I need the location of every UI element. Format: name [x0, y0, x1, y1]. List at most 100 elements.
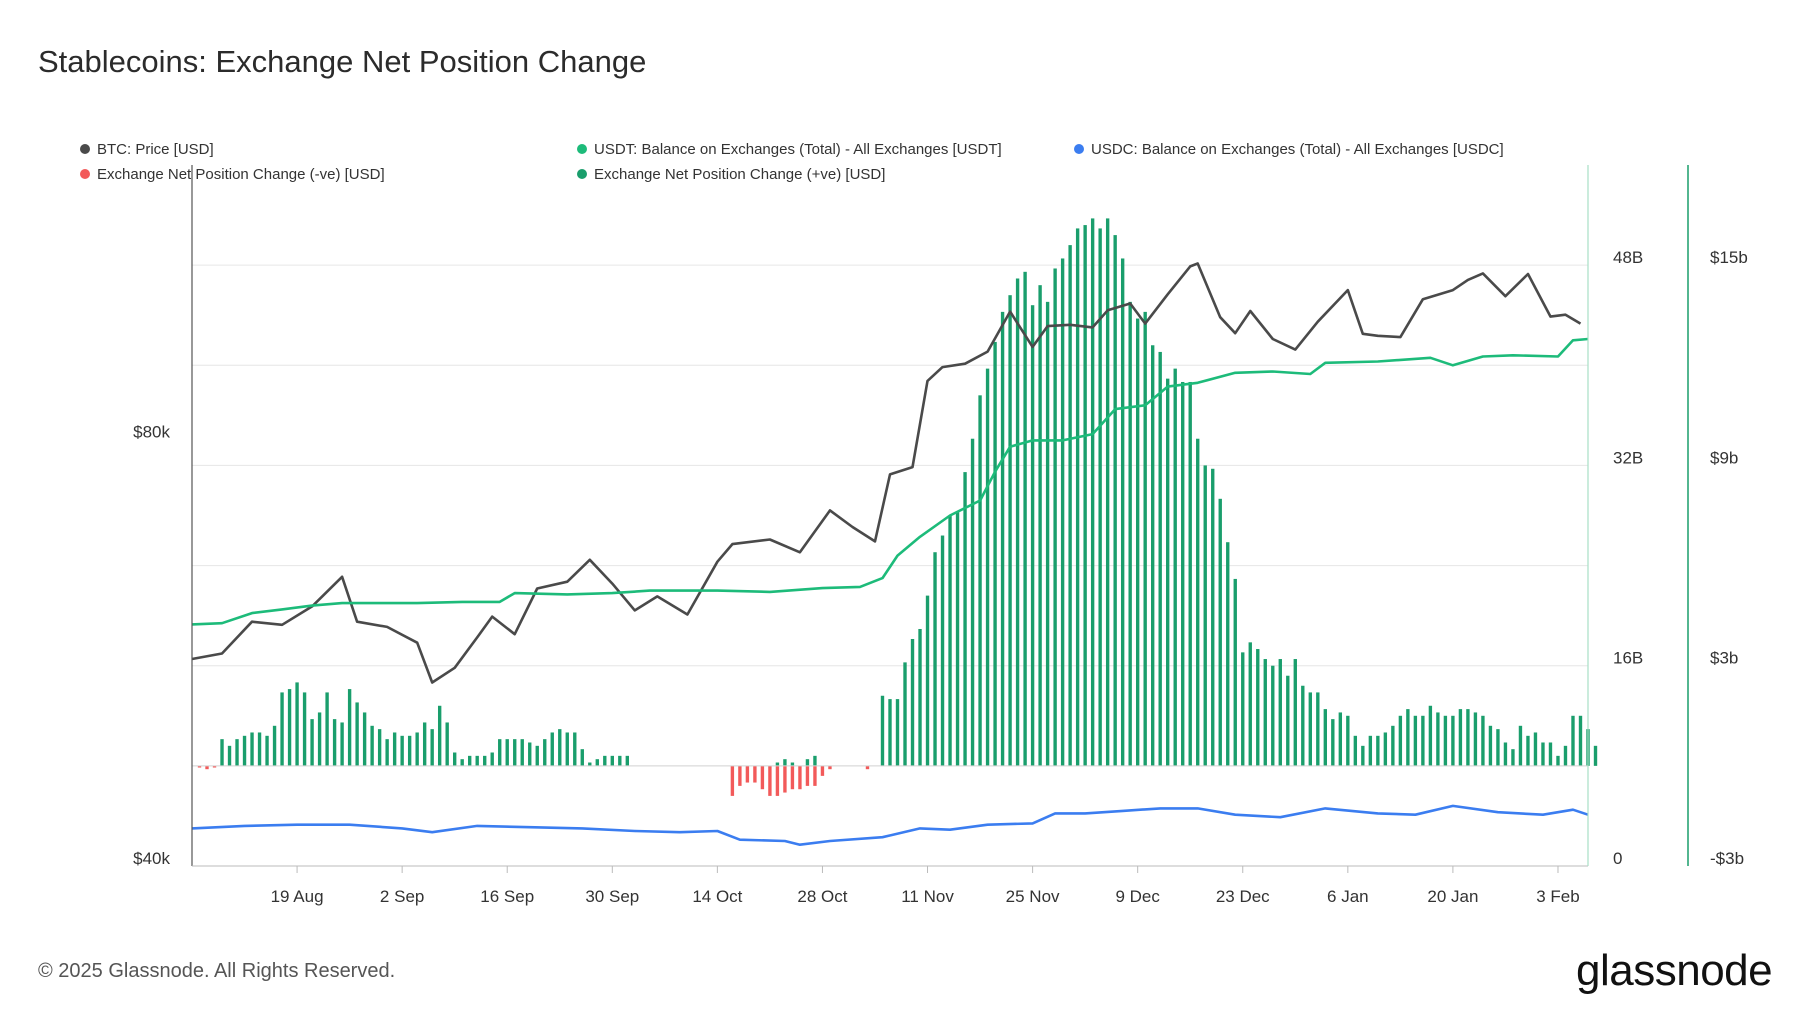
bar-positive	[242, 735, 247, 766]
bar-positive	[452, 752, 457, 766]
bar-positive	[1376, 735, 1380, 766]
legend-item-usdt-balance[interactable]: USDT: Balance on Exchanges (Total) - All…	[577, 141, 1002, 158]
bar-positive	[1466, 709, 1470, 766]
legend-dot-icon	[80, 169, 90, 179]
bar-positive	[1083, 225, 1087, 766]
bar-positive	[1526, 735, 1530, 766]
bar-negative	[212, 765, 217, 768]
bar-positive	[1248, 642, 1252, 766]
bar-positive	[1301, 685, 1305, 766]
x-tick-label: 14 Oct	[692, 887, 742, 906]
y-tick-label-net-position: -$3b	[1710, 849, 1744, 868]
bar-positive	[805, 759, 810, 766]
bar-positive	[1398, 715, 1403, 766]
bar-positive	[257, 732, 262, 766]
bar-positive	[400, 735, 404, 766]
bar-positive	[1181, 381, 1185, 766]
bar-positive	[1098, 228, 1102, 766]
bar-positive	[1368, 735, 1373, 766]
bar-negative	[790, 765, 795, 790]
bar-positive	[1511, 749, 1515, 766]
bar-positive	[573, 732, 577, 766]
bar-positive	[1038, 285, 1042, 766]
bar-positive	[535, 745, 539, 766]
bar-positive	[520, 739, 524, 766]
x-tick-label: 23 Dec	[1216, 887, 1270, 906]
bar-positive	[1391, 725, 1395, 766]
bar-positive	[970, 438, 975, 766]
bar-positive	[625, 755, 630, 766]
bar-positive	[1090, 218, 1095, 766]
bar-positive	[490, 752, 494, 766]
series-lines	[191, 262, 1589, 846]
bar-positive	[1488, 725, 1493, 766]
bar-positive	[1211, 468, 1215, 766]
bar-positive	[513, 739, 517, 766]
bar-positive	[1563, 745, 1568, 766]
bar-negative	[805, 765, 810, 786]
bar-positive	[287, 689, 292, 766]
bar-positive	[265, 735, 269, 766]
bar-positive	[1030, 305, 1035, 766]
legend-dot-icon	[80, 144, 90, 154]
x-tick-label: 6 Jan	[1327, 887, 1369, 906]
bar-negative	[820, 765, 825, 776]
x-tick-label: 30 Sep	[585, 887, 639, 906]
bar-positive	[1233, 578, 1237, 766]
bar-positive	[1458, 709, 1463, 766]
bar-positive	[505, 739, 509, 766]
bar-positive	[1068, 245, 1072, 766]
legend-dot-icon	[577, 169, 587, 179]
bar-positive	[377, 729, 382, 766]
bar-positive	[610, 755, 614, 766]
bar-positive	[1271, 665, 1275, 766]
bar-positive	[1226, 542, 1230, 766]
bar-negative	[828, 765, 832, 770]
bar-negative	[205, 765, 209, 770]
bar-positive	[603, 755, 607, 766]
bar-positive	[1023, 271, 1027, 766]
bar-positive	[1593, 745, 1598, 766]
bar-positive	[1045, 301, 1050, 766]
bar-positive	[498, 739, 502, 766]
bar-positive	[1533, 732, 1538, 766]
bar-negative	[813, 765, 817, 786]
copyright-text: © 2025 Glassnode. All Rights Reserved.	[38, 960, 396, 982]
bar-positive	[1196, 438, 1200, 766]
net-position-bars	[192, 218, 1598, 796]
bar-positive	[1135, 318, 1140, 766]
bar-positive	[1263, 659, 1267, 766]
bar-positive	[1293, 659, 1297, 766]
chart-canvas[interactable]: $40k $80k 0 16B 32B 48B -$3b $3b $9b $15b 19 Aug 2 …	[0, 0, 1800, 940]
bar-positive	[1286, 675, 1290, 766]
bar-positive	[1346, 715, 1350, 766]
legend-item-net-position-negative[interactable]: Exchange Net Position Change (-ve) [USD]	[80, 166, 385, 183]
usdc-balance-line	[191, 804, 1589, 846]
bar-positive	[550, 732, 554, 766]
bar-positive	[783, 759, 787, 766]
bar-negative	[745, 765, 750, 783]
bar-positive	[385, 739, 389, 766]
bar-negative	[738, 765, 742, 786]
bar-positive	[220, 739, 224, 766]
bar-positive	[955, 512, 960, 766]
bar-positive	[445, 722, 449, 766]
legend-item-net-position-positive[interactable]: Exchange Net Position Change (+ve) [USD]	[577, 166, 885, 183]
bar-positive	[430, 729, 434, 766]
legend-label: USDC: Balance on Exchanges (Total) - All…	[1091, 141, 1504, 158]
legend-item-usdc-balance[interactable]: USDC: Balance on Exchanges (Total) - All…	[1074, 141, 1504, 158]
bar-positive	[483, 755, 487, 766]
legend-label: Exchange Net Position Change (-ve) [USD]	[97, 166, 385, 183]
bar-positive	[1353, 735, 1358, 766]
x-tick-label: 19 Aug	[271, 887, 324, 906]
bar-positive	[310, 719, 314, 766]
x-tick-label: 20 Jan	[1427, 887, 1478, 906]
bar-positive	[317, 712, 322, 766]
glassnode-logo[interactable]: glassnode	[1576, 946, 1773, 995]
bar-positive	[302, 692, 307, 766]
bar-positive	[1015, 278, 1020, 766]
bar-positive	[1428, 705, 1433, 766]
legend-item-btc-price[interactable]: BTC: Price [USD]	[80, 141, 214, 158]
bar-positive	[813, 755, 817, 766]
chart-title: Stablecoins: Exchange Net Position Chang…	[38, 44, 647, 79]
